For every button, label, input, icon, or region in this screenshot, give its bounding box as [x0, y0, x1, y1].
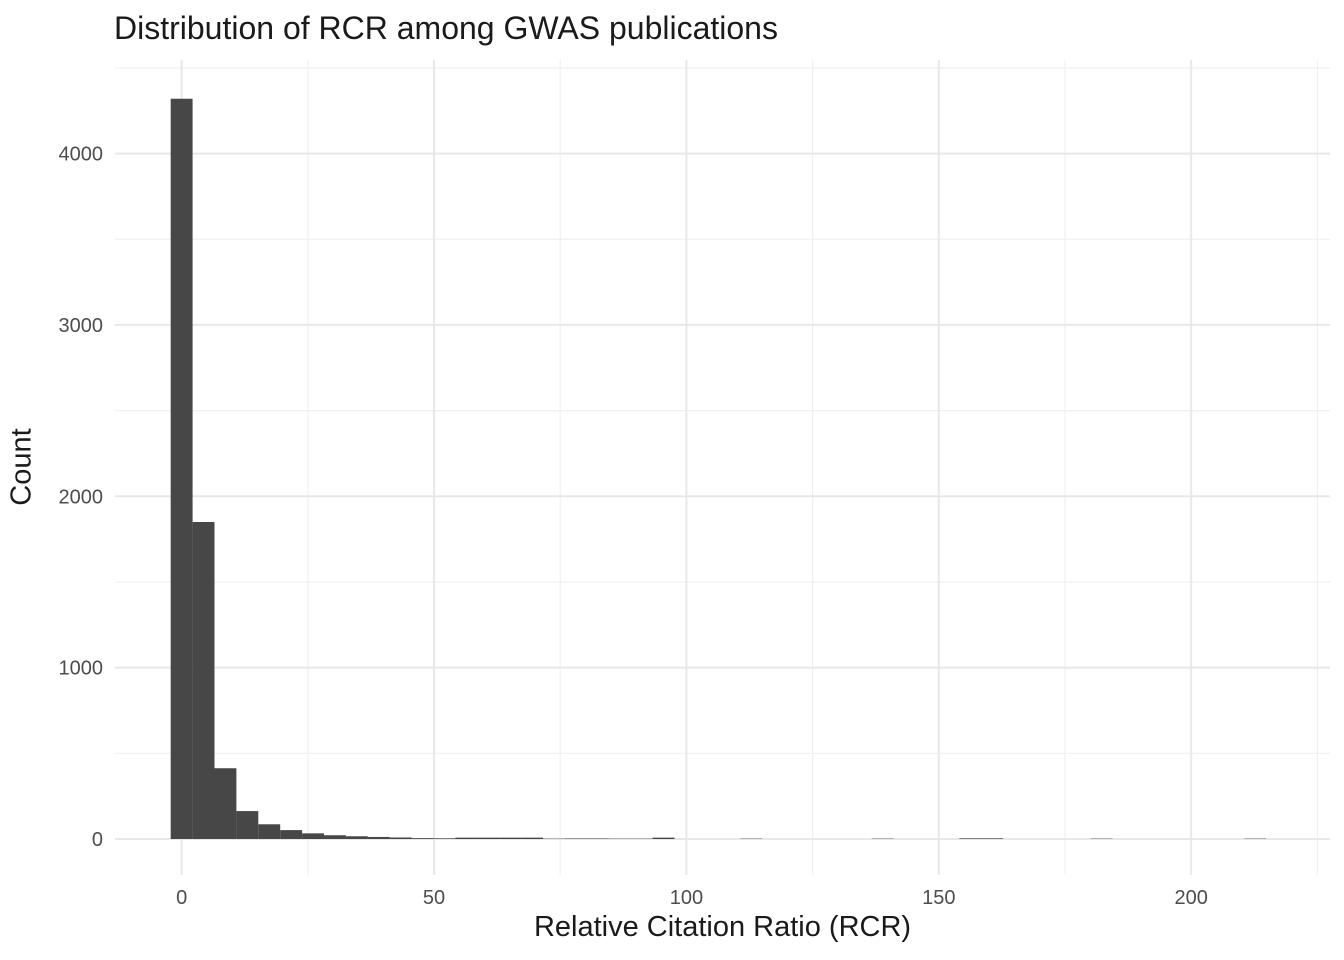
- x-tick-label: 200: [1174, 887, 1207, 909]
- x-tick-label: 100: [670, 887, 703, 909]
- y-tick-label: 2000: [59, 486, 104, 508]
- histogram-bar: [324, 835, 346, 840]
- histogram-bar: [981, 838, 1004, 840]
- histogram-bar: [302, 833, 325, 840]
- histogram-bar: [433, 838, 456, 840]
- histogram-bar: [521, 837, 544, 840]
- histogram-bar: [499, 837, 522, 840]
- histogram-bar: [477, 837, 500, 840]
- histogram-bar: [959, 838, 982, 840]
- histogram-bar: [586, 838, 609, 840]
- histogram-bar: [389, 837, 412, 840]
- histogram-bar: [565, 838, 587, 840]
- x-tick-label: 50: [423, 887, 445, 909]
- y-tick-label: 4000: [59, 144, 104, 166]
- histogram-bar: [258, 824, 281, 840]
- histogram-bar: [652, 837, 675, 840]
- x-axis-title: Relative Citation Ratio (RCR): [533, 911, 912, 943]
- histogram-bar: [236, 811, 259, 840]
- y-tick-label: 3000: [59, 315, 104, 337]
- y-tick-label: 1000: [59, 658, 104, 680]
- chart-title: Distribution of RCR among GWAS publicati…: [114, 10, 778, 46]
- histogram-bar: [367, 836, 390, 840]
- histogram-bar: [455, 837, 478, 840]
- histogram-bar: [280, 830, 303, 840]
- x-tick-label: 150: [922, 887, 955, 909]
- histogram-bar: [170, 98, 193, 840]
- x-tick-label: 0: [176, 887, 187, 909]
- y-tick-label: 0: [92, 829, 103, 851]
- histogram-bar: [411, 838, 434, 840]
- histogram-bar: [192, 521, 215, 840]
- histogram-bar: [345, 836, 368, 840]
- histogram-bar: [214, 768, 237, 840]
